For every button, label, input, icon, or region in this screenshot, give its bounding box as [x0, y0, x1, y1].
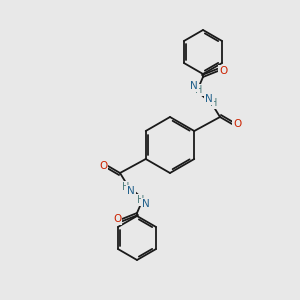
Text: N: N [127, 186, 135, 196]
Text: H: H [122, 182, 130, 192]
Text: N: N [142, 199, 150, 209]
Text: O: O [233, 119, 241, 129]
Text: N: N [205, 94, 213, 104]
Text: H: H [195, 85, 203, 95]
Text: N: N [190, 81, 198, 91]
Text: H: H [210, 98, 218, 108]
Text: O: O [99, 161, 107, 171]
Text: O: O [219, 66, 227, 76]
Text: H: H [137, 195, 145, 205]
Text: O: O [113, 214, 121, 224]
